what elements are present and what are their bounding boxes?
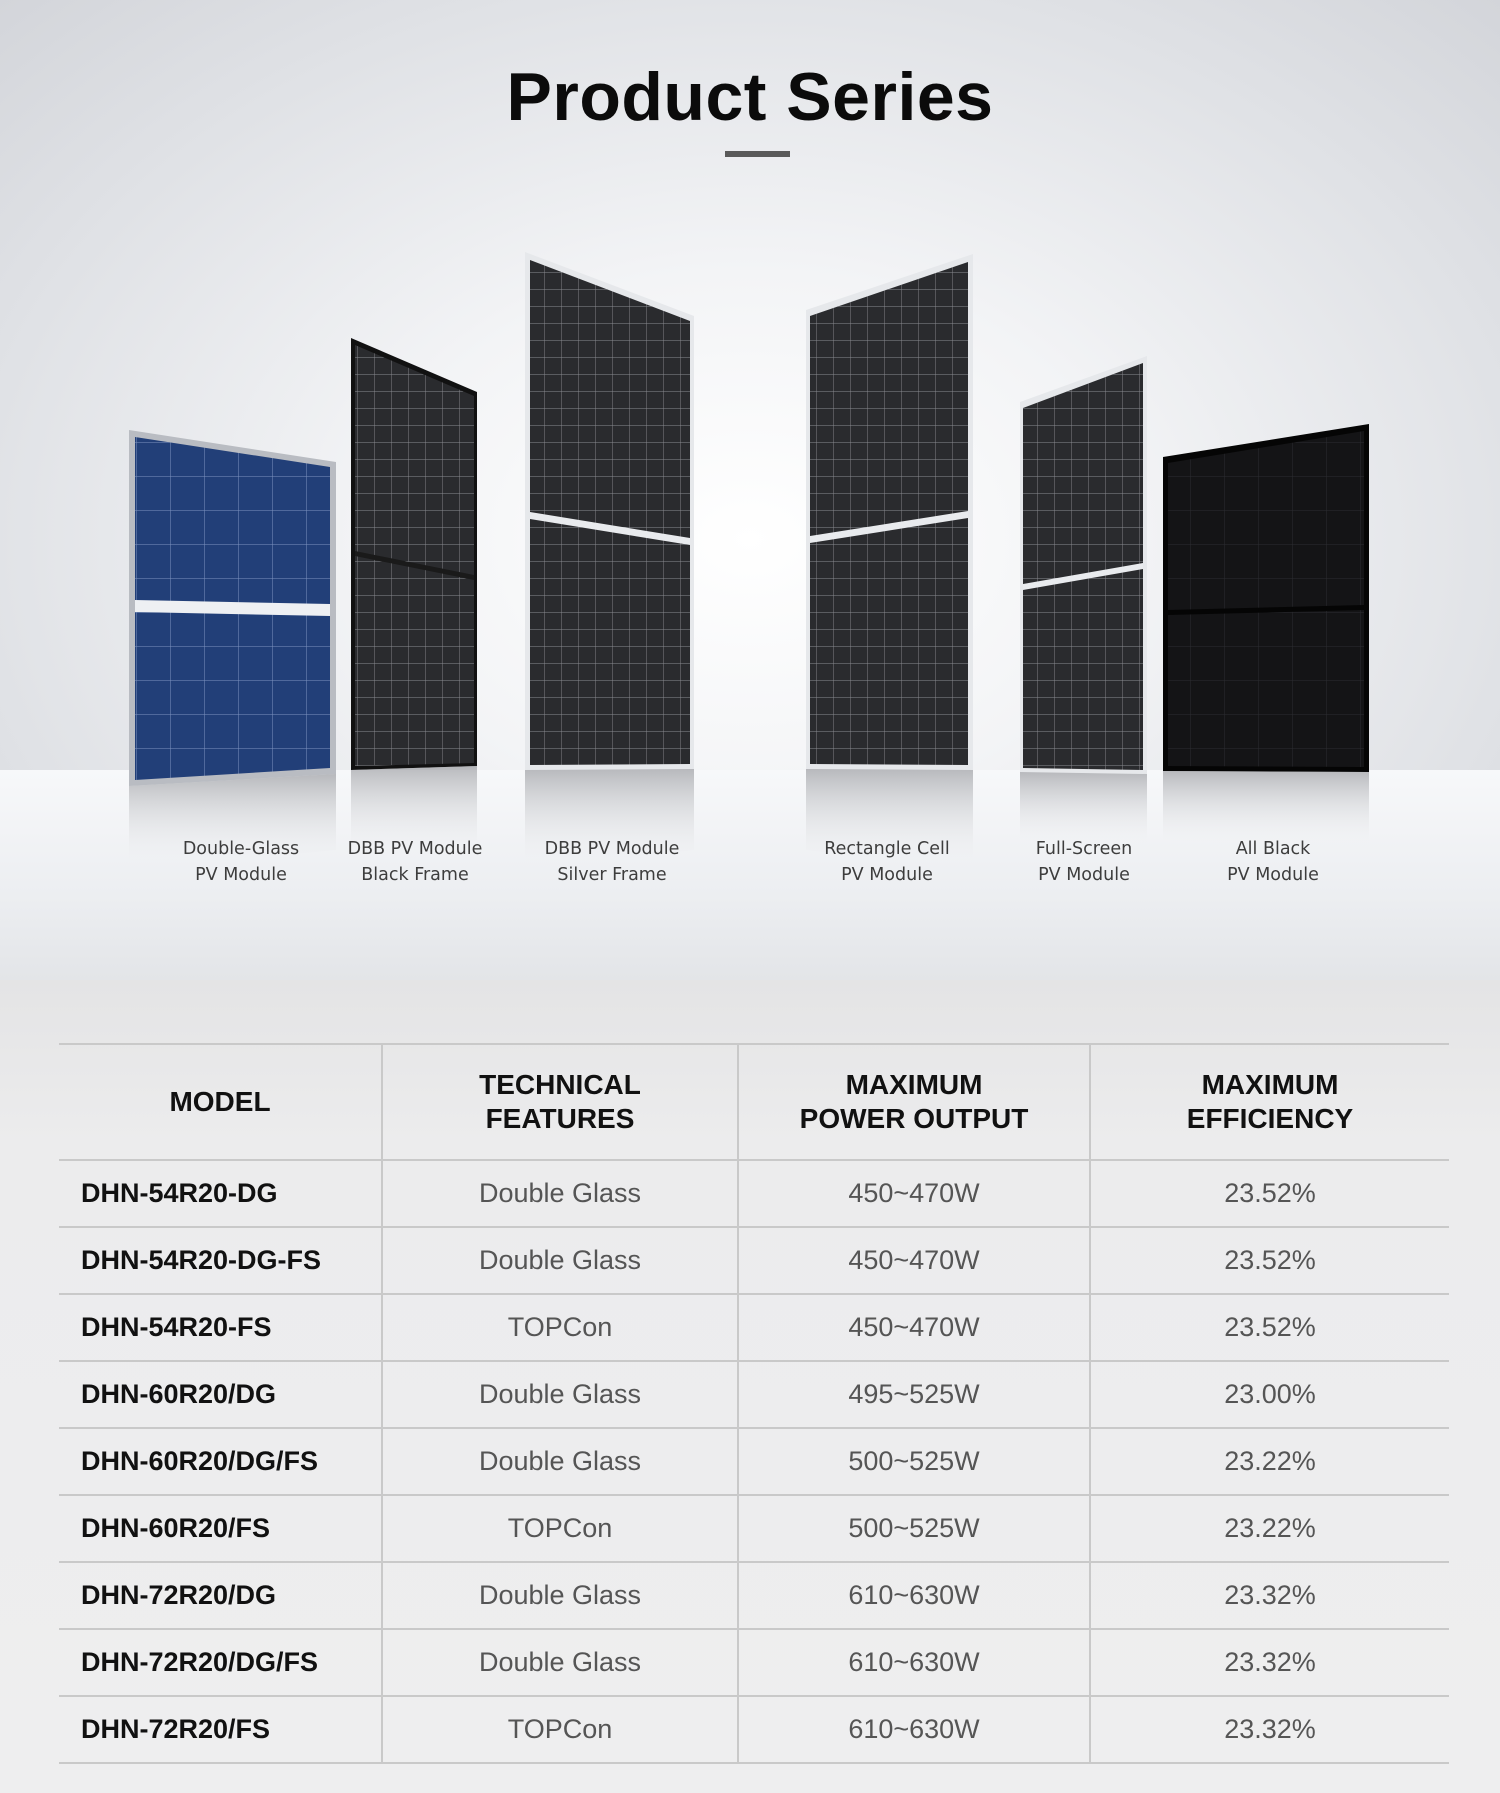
- power-cell: 610~630W: [737, 1696, 1090, 1764]
- rectangle-cell-panel: [806, 254, 973, 870]
- feature-cell: Double Glass: [381, 1160, 738, 1228]
- efficiency-cell: 23.22%: [1089, 1495, 1449, 1563]
- table-header-row: MODEL TECHNICAL FEATURES MAXIMUM POWER OUT…: [59, 1044, 1449, 1161]
- double-glass-panel: [129, 430, 336, 870]
- table-row: DHN-54R20-FS TOPCon 450~470W 23.52%: [59, 1294, 1449, 1362]
- model-cell: DHN-60R20/FS: [59, 1495, 382, 1563]
- feature-cell: TOPCon: [381, 1696, 738, 1764]
- power-cell: 610~630W: [737, 1562, 1090, 1630]
- solar-panels-illustration: [129, 252, 1369, 870]
- product-label-rectangle-cell: Rectangle Cell PV Module: [824, 839, 950, 885]
- table-row: DHN-54R20-DG Double Glass 450~470W 23.52%: [59, 1160, 1449, 1228]
- dbb-silver-frame-panel: [525, 252, 694, 870]
- product-label-dbb-silver-frame: DBB PV Module Silver Frame: [544, 839, 680, 885]
- power-cell: 500~525W: [737, 1495, 1090, 1563]
- dbb-black-frame-panel: [351, 338, 477, 860]
- model-cell: DHN-54R20-FS: [59, 1294, 382, 1362]
- efficiency-cell: 23.22%: [1089, 1428, 1449, 1496]
- feature-cell: TOPCon: [381, 1294, 738, 1362]
- full-screen-panel: [1020, 356, 1147, 850]
- feature-cell: Double Glass: [381, 1361, 738, 1429]
- model-cell: DHN-54R20-DG-FS: [59, 1227, 382, 1295]
- title-underline: [725, 151, 790, 157]
- power-cell: 450~470W: [737, 1227, 1090, 1295]
- model-cell: DHN-72R20/FS: [59, 1696, 382, 1764]
- product-label-double-glass: Double-Glass PV Module: [182, 839, 300, 885]
- model-cell: DHN-54R20-DG: [59, 1160, 382, 1228]
- efficiency-cell: 23.52%: [1089, 1227, 1449, 1295]
- feature-cell: Double Glass: [381, 1562, 738, 1630]
- page-title: Product Series: [506, 59, 994, 135]
- feature-cell: TOPCon: [381, 1495, 738, 1563]
- model-cell: DHN-72R20/DG: [59, 1562, 382, 1630]
- product-label-dbb-black-frame: DBB PV Module Black Frame: [347, 839, 483, 885]
- product-label-all-black: All Black PV Module: [1227, 839, 1319, 885]
- feature-cell: Double Glass: [381, 1629, 738, 1697]
- all-black-panel: [1163, 424, 1369, 850]
- table-row: DHN-54R20-DG-FS Double Glass 450~470W 23.52…: [59, 1227, 1449, 1295]
- header-maximum-efficiency: MAXIMUM EFFICIENCY: [1089, 1044, 1449, 1161]
- table-row: DHN-60R20/DG/FS Double Glass 500~525W 23.22…: [59, 1428, 1449, 1496]
- model-cell: DHN-60R20/DG/FS: [59, 1428, 382, 1496]
- header-model: MODEL: [59, 1044, 382, 1161]
- efficiency-cell: 23.52%: [1089, 1294, 1449, 1362]
- product-specs-table: MODEL TECHNICAL FEATURES MAXIMUM POWER OUT…: [59, 1043, 1449, 1764]
- feature-cell: Double Glass: [381, 1227, 738, 1295]
- feature-cell: Double Glass: [381, 1428, 738, 1496]
- efficiency-cell: 23.00%: [1089, 1361, 1449, 1429]
- model-cell: DHN-60R20/DG: [59, 1361, 382, 1429]
- efficiency-cell: 23.32%: [1089, 1562, 1449, 1630]
- table-row: DHN-72R20/DG Double Glass 610~630W 23.32%: [59, 1562, 1449, 1630]
- table-row: DHN-60R20/DG Double Glass 495~525W 23.00%: [59, 1361, 1449, 1429]
- power-cell: 495~525W: [737, 1361, 1090, 1429]
- efficiency-cell: 23.32%: [1089, 1629, 1449, 1697]
- power-cell: 500~525W: [737, 1428, 1090, 1496]
- power-cell: 450~470W: [737, 1160, 1090, 1228]
- header-maximum-power-output: MAXIMUM POWER OUTPUT: [737, 1044, 1090, 1161]
- efficiency-cell: 23.32%: [1089, 1696, 1449, 1764]
- efficiency-cell: 23.52%: [1089, 1160, 1449, 1228]
- table-row: DHN-72R20/DG/FS Double Glass 610~630W 23.32…: [59, 1629, 1449, 1697]
- table-row: DHN-72R20/FS TOPCon 610~630W 23.32%: [59, 1696, 1449, 1764]
- product-hero: Product Series: [0, 0, 1500, 980]
- power-cell: 610~630W: [737, 1629, 1090, 1697]
- header-technical-features: TECHNICAL FEATURES: [381, 1044, 738, 1161]
- model-cell: DHN-72R20/DG/FS: [59, 1629, 382, 1697]
- table-row: DHN-60R20/FS TOPCon 500~525W 23.22%: [59, 1495, 1449, 1563]
- product-label-full-screen: Full-Screen PV Module: [1035, 839, 1133, 885]
- power-cell: 450~470W: [737, 1294, 1090, 1362]
